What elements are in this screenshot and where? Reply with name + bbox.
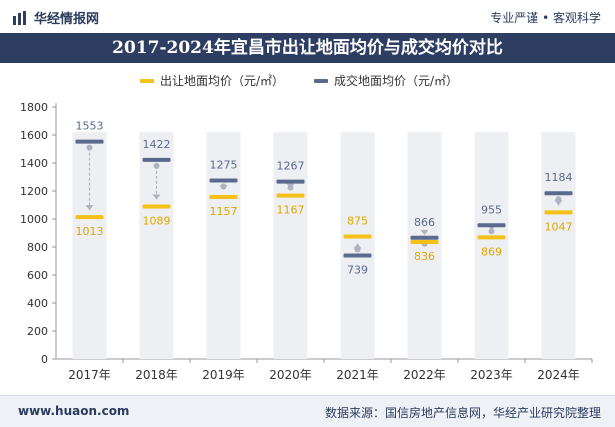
supply-price-marker: [544, 210, 573, 215]
title-bar: 2017-2024年宜昌市出让地面均价与成交均价对比: [0, 33, 615, 63]
y-tick-label: 400: [27, 297, 48, 310]
supply-price-marker: [343, 234, 372, 239]
brand-logo-icon: [13, 10, 26, 25]
supply-price-label: 1157: [210, 205, 238, 218]
supply-price-label: 1013: [76, 225, 104, 238]
top-bar: 华经情报网 专业严谨 • 客观科学: [0, 0, 615, 33]
supply-price-marker: [209, 195, 238, 200]
y-tick-label: 1000: [20, 213, 48, 226]
x-tick-label: 2020年: [269, 368, 312, 382]
column-background: [139, 132, 174, 359]
legend-item-land-supply: 出让地面均价（元/㎡）: [140, 72, 284, 89]
deal-price-label: 1184: [545, 171, 573, 184]
legend-item-land-deal: 成交地面均价（元/㎡）: [314, 72, 458, 89]
supply-price-label: 1089: [143, 215, 171, 228]
supply-price-marker: [75, 215, 104, 220]
deal-price-label: 866: [414, 216, 435, 229]
column-background: [206, 132, 241, 359]
supply-price-marker: [142, 204, 171, 209]
connector-dot: [86, 144, 93, 151]
y-tick-label: 1200: [20, 185, 48, 198]
column-background: [72, 132, 107, 359]
legend-swatch-land-supply: [140, 78, 154, 83]
supply-price-marker: [410, 239, 439, 244]
deal-price-marker: [75, 139, 104, 144]
supply-price-marker: [477, 235, 506, 240]
connector-arrow: [353, 243, 362, 249]
deal-price-marker: [343, 253, 372, 258]
column-background: [273, 132, 308, 359]
y-tick-label: 1400: [20, 157, 48, 170]
y-tick-label: 1600: [20, 129, 48, 142]
legend-label-land-deal: 成交地面均价（元/㎡）: [334, 74, 459, 88]
deal-price-label: 1422: [143, 138, 171, 151]
deal-price-label: 1267: [277, 160, 305, 173]
x-tick-label: 2022年: [403, 368, 446, 382]
footer: www.huaon.com 数据来源：国信房地产信息网，华经产业研究院整理: [0, 395, 615, 427]
connector-arrow: [219, 185, 228, 191]
deal-price-marker: [544, 191, 573, 196]
chart-title: 2017-2024年宜昌市出让地面均价与成交均价对比: [112, 38, 503, 58]
supply-price-marker: [276, 193, 305, 198]
brand-name: 华经情报网: [34, 12, 100, 27]
legend-swatch-land-deal: [314, 78, 328, 83]
y-tick-label: 800: [27, 241, 48, 254]
deal-price-marker: [276, 179, 305, 184]
connector-dot: [488, 228, 495, 235]
supply-price-label: 836: [414, 250, 435, 263]
legend: 出让地面均价（元/㎡） 成交地面均价（元/㎡）: [0, 72, 615, 92]
y-tick-label: 1800: [20, 101, 48, 114]
x-tick-label: 2021年: [336, 368, 379, 382]
connector-arrow: [554, 200, 563, 206]
x-tick-label: 2023年: [470, 368, 513, 382]
deal-price-marker: [410, 235, 439, 240]
footer-source: 数据来源：国信房地产信息网，华经产业研究院整理: [324, 406, 601, 420]
slogan: 专业严谨 • 客观科学: [490, 11, 601, 25]
connector-arrow: [286, 183, 295, 189]
connector-dot: [153, 162, 160, 169]
column-background: [474, 132, 509, 359]
deal-price-marker: [142, 157, 171, 162]
deal-price-label: 739: [347, 264, 368, 277]
brand: 华经情报网: [12, 8, 99, 27]
deal-price-label: 955: [481, 203, 502, 216]
deal-price-marker: [209, 178, 238, 183]
x-tick-label: 2024年: [537, 368, 580, 382]
x-tick-label: 2017年: [68, 368, 111, 382]
deal-price-label: 1275: [210, 159, 238, 172]
supply-price-label: 1167: [277, 204, 305, 217]
x-tick-label: 2019年: [202, 368, 245, 382]
connector-arrow: [420, 229, 429, 235]
supply-price-label: 1047: [545, 220, 573, 233]
connector-arrow: [85, 205, 94, 211]
chart-plot: 0 200 400 600 800 1000 1200 1400 1600 1800 1553 101…: [20, 101, 593, 382]
connector-arrow: [152, 194, 161, 200]
y-tick-label: 600: [27, 269, 48, 282]
footer-url: www.huaon.com: [18, 404, 130, 418]
column-background: [541, 132, 576, 359]
x-tick-label: 2018年: [135, 368, 178, 382]
deal-price-marker: [477, 223, 506, 228]
deal-price-label: 1553: [76, 120, 104, 133]
legend-label-land-supply: 出让地面均价（元/㎡）: [160, 74, 285, 88]
supply-price-label: 875: [347, 215, 368, 228]
y-tick-label: 0: [41, 353, 48, 366]
supply-price-label: 869: [481, 245, 502, 258]
y-tick-label: 200: [27, 325, 48, 338]
